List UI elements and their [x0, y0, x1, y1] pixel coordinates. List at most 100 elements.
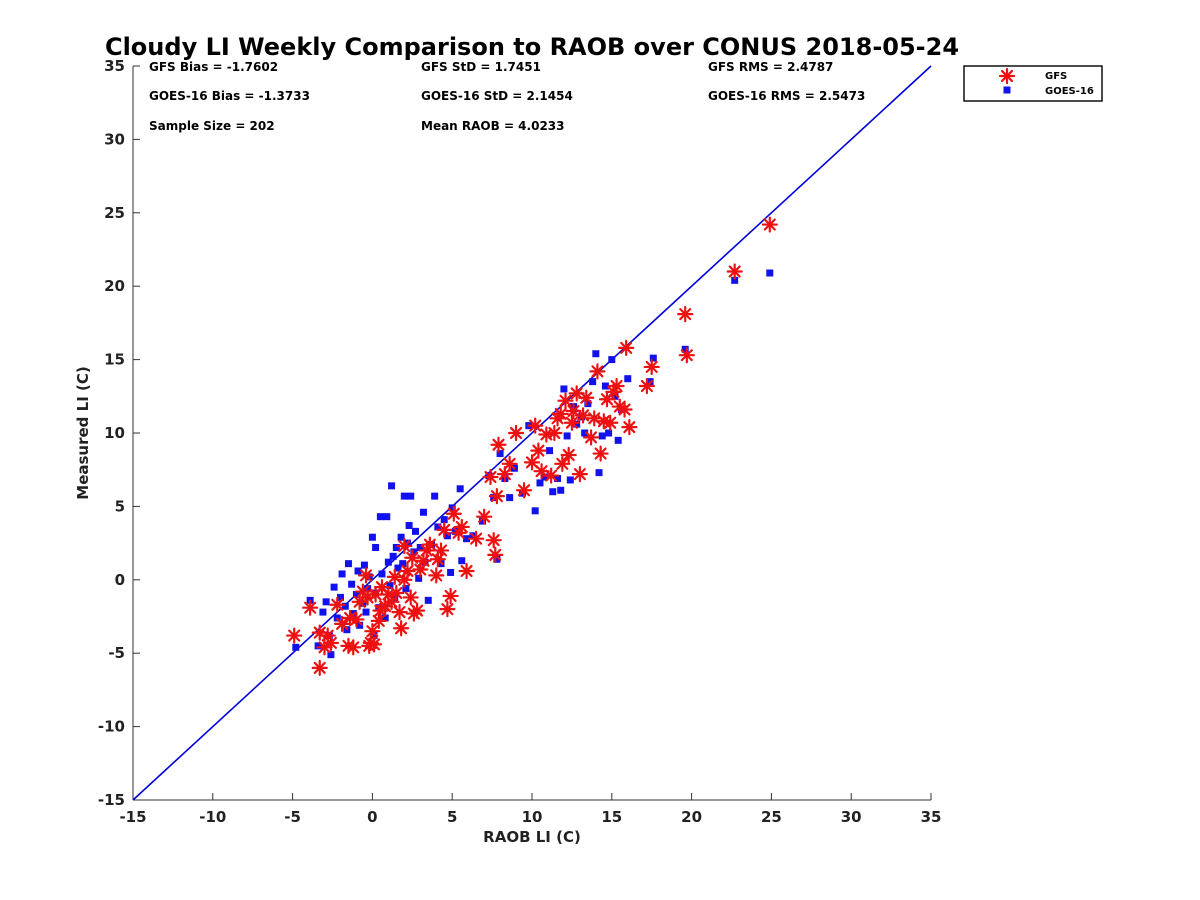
y-tick-label: 25 — [104, 204, 125, 222]
stat-text: GOES-16 Bias = -1.3733 — [149, 89, 310, 103]
gfs-point — [442, 587, 459, 605]
y-tick-label: 10 — [104, 424, 125, 442]
legend-goes16-marker — [1003, 86, 1011, 94]
goes16-point — [378, 570, 386, 578]
gfs-point — [415, 552, 432, 569]
goes16-point — [506, 494, 514, 502]
x-tick-label: 5 — [447, 808, 457, 826]
gfs-point — [370, 612, 387, 630]
goes16-point — [546, 447, 554, 455]
gfs-point — [357, 567, 375, 584]
legend-goes16-label: GOES-16 — [1045, 86, 1094, 97]
gfs-point — [643, 358, 660, 376]
x-tick-label: 15 — [601, 808, 622, 826]
gfs-point — [546, 424, 563, 442]
gfs-point — [408, 602, 426, 619]
gfs-point — [552, 405, 569, 423]
goes16-point — [394, 564, 402, 572]
goes16-point — [649, 354, 657, 362]
goes16-point — [352, 590, 360, 598]
gfs-point — [621, 419, 638, 436]
gfs-point — [568, 385, 585, 402]
gfs-point — [476, 508, 493, 525]
goes16-point — [581, 429, 589, 437]
legend-goes16-square — [1003, 86, 1011, 94]
goes16-point — [611, 392, 619, 400]
goes16-point — [443, 532, 451, 540]
gfs-point — [402, 589, 419, 606]
gfs-point — [602, 414, 619, 431]
y-tick-label: -10 — [98, 718, 125, 736]
goes16-point — [400, 492, 408, 500]
goes16-point — [440, 516, 448, 524]
goes16-point — [419, 508, 427, 516]
gfs-point — [453, 518, 470, 536]
goes16-point — [557, 486, 565, 494]
gfs-point — [582, 429, 600, 446]
gfs-point — [488, 488, 505, 505]
goes16-point — [592, 350, 600, 358]
x-tick-label: 25 — [761, 808, 782, 826]
goes16-point — [448, 504, 456, 512]
gfs-point — [482, 468, 499, 486]
gfs-point — [302, 599, 319, 616]
gfs-point — [388, 584, 405, 602]
stat-text: Sample Size = 202 — [149, 119, 275, 133]
x-tick-label: 0 — [367, 808, 377, 826]
goes16-point — [392, 544, 400, 552]
gfs-point — [515, 482, 533, 499]
stat-text: Mean RAOB = 4.0233 — [421, 119, 565, 133]
goes16-point — [479, 517, 487, 525]
goes16-point — [531, 507, 539, 515]
chart-title: Cloudy LI Weekly Comparison to RAOB over… — [105, 33, 959, 61]
y-tick-label: 30 — [104, 130, 125, 148]
goes16-point — [397, 533, 405, 541]
gfs-point — [428, 567, 445, 584]
gfs-point — [485, 532, 502, 549]
gfs-point — [586, 410, 603, 427]
gfs-point — [574, 407, 592, 424]
goes16-point — [372, 544, 380, 552]
gfs-point — [311, 659, 328, 676]
gfs-point — [399, 562, 416, 580]
gfs-point — [543, 467, 560, 484]
statistics-text: GFS Bias = -1.7602 GFS StD = 1.7451 GFS RM… — [149, 60, 865, 133]
gfs-point — [490, 436, 507, 453]
goes16-point — [584, 400, 592, 408]
goes16-point — [330, 583, 338, 591]
gfs-point — [530, 442, 547, 459]
goes16-point — [341, 602, 349, 610]
gfs-point — [589, 363, 606, 380]
y-ticks: -15 -10 -5 0 5 10 15 20 25 30 35 — [98, 57, 140, 809]
gfs-point — [396, 537, 413, 555]
gfs-point — [677, 305, 694, 323]
goes16-point — [573, 420, 581, 428]
goes16-point — [601, 382, 609, 390]
goes16-point — [336, 593, 344, 601]
goes16-point — [624, 375, 632, 383]
goes16-point — [458, 557, 466, 565]
gfs-point — [616, 401, 633, 418]
goes16-point — [348, 580, 356, 588]
goes16-point — [456, 485, 464, 493]
goes16-point — [338, 570, 346, 578]
gfs-point — [322, 634, 340, 652]
gfs-points — [286, 216, 778, 676]
y-tick-label: -5 — [108, 644, 125, 662]
goes16-point — [493, 555, 501, 563]
goes16-point — [566, 476, 574, 484]
goes16-point — [589, 378, 597, 386]
gfs-point — [638, 377, 656, 395]
gfs-point — [386, 568, 403, 585]
goes16-point — [410, 548, 418, 556]
y-tick-label: 20 — [104, 277, 125, 295]
gfs-point — [507, 424, 525, 442]
stat-text: GFS RMS = 2.4787 — [708, 60, 833, 74]
goes16-point — [362, 608, 370, 616]
goes16-point — [424, 596, 432, 604]
y-tick-label: 15 — [104, 351, 125, 369]
x-tick-label: -15 — [119, 808, 146, 826]
goes16-point — [364, 585, 372, 593]
goes16-point — [360, 561, 368, 569]
gfs-point — [563, 414, 581, 431]
